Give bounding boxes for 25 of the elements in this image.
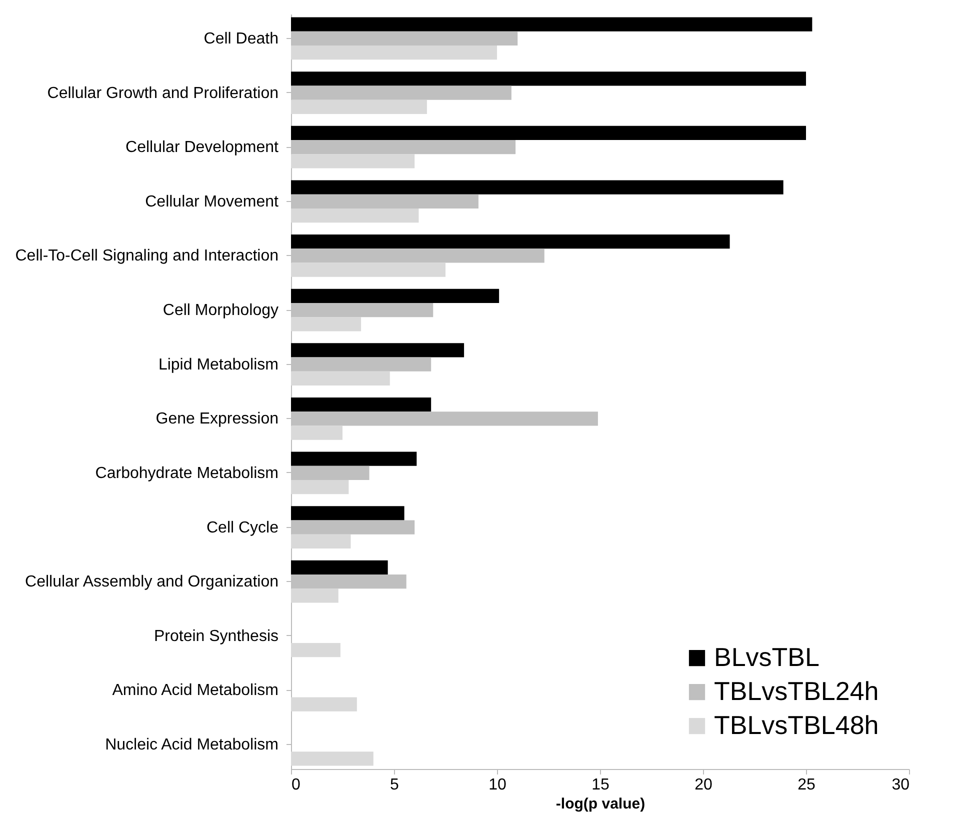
x-axis-title: -log(p value) [556,796,646,812]
legend-label: BLvsTBL [714,642,820,672]
y-tick-label: Protein Synthesis [154,628,278,645]
y-tick-label: Nucleic Acid Metabolism [105,736,278,754]
x-tick-label: 5 [390,776,400,794]
y-tick-label: Cellular Movement [145,193,280,210]
x-tick-label: 25 [798,776,816,794]
y-tick-label: Cell Death [204,30,278,48]
legend-label: TBLvsTBL24h [714,676,879,706]
x-tick-label: 10 [488,776,506,794]
x-tick-label: 15 [592,776,610,794]
y-tick-label: Carbohydrate Metabolism [95,464,278,482]
y-tick-label: Cell Morphology [162,302,278,320]
y-tick-label: Amino Acid Metabolism [112,682,278,700]
x-tick-label: 30 [892,776,910,794]
y-tick-label: Cellular Growth and Proliferation [47,84,278,102]
y-tick-label: Cellular Assembly and Organization [25,574,278,591]
x-tick-label: 0 [292,776,300,794]
y-tick-label: Lipid Metabolism [158,356,278,374]
x-tick-label: 20 [694,776,712,794]
y-tick-label: Cell-To-Cell Signaling and Interaction [15,248,278,265]
y-tick-label: Cell Cycle [206,519,279,536]
y-tick-label: Gene Expression [156,410,278,428]
legend-label: TBLvsTBL48h [714,710,879,740]
y-tick-label: Cellular Development [126,139,280,156]
